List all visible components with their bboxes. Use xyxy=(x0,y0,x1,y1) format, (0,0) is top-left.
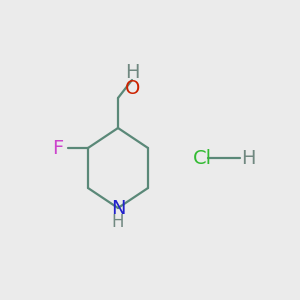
Text: F: F xyxy=(52,139,64,158)
Text: O: O xyxy=(125,79,141,98)
Text: H: H xyxy=(112,213,124,231)
Text: Cl: Cl xyxy=(192,148,212,167)
Text: N: N xyxy=(111,199,125,218)
Text: H: H xyxy=(125,62,139,82)
Text: H: H xyxy=(241,148,255,167)
